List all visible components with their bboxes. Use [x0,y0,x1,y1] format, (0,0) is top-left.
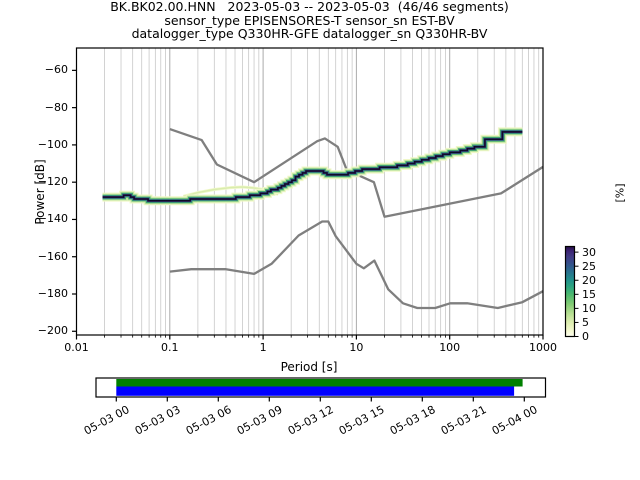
y-tick-label: −120 [37,175,68,189]
y-tick-label: −60 [44,63,68,77]
x-tick-label: 1000 [529,341,557,354]
y-tick-label: −80 [44,100,68,114]
y-tick-label: −180 [37,287,68,300]
noise-model-nhnm-line [169,128,544,218]
colorbar-tick-label: 25 [582,259,596,273]
x-tick-label: 10 [349,341,364,354]
y-tick-label: −140 [37,212,68,226]
ppsd-band-layer-5 [102,131,523,202]
plot-title-line3-datalogger: datalogger_type Q330HR-GFE datalogger_sn… [131,26,488,41]
x-tick-label: 1 [259,341,267,354]
colorbar-tick-label: 5 [582,315,589,329]
x-tick-label: 0.1 [161,341,179,354]
x-tick-label: 0.01 [64,341,89,354]
plot-title-line2-sensor: sensor_type EPISENSORES-T sensor_sn EST-… [164,12,455,28]
noise-model-nlnm-line [169,220,544,310]
colorbar-tick-label: 30 [582,245,596,259]
x-axis-label: Period [s] [280,360,338,374]
y-tick-label: −200 [37,324,68,338]
y-tick-label: −160 [37,249,68,263]
colorbar-frame [564,245,576,338]
coverage-data-bar-green [116,379,523,387]
colorbar-tick-label: 20 [582,273,596,287]
colorbar-tick-label: 15 [582,287,596,301]
x-tick-label: 100 [439,341,461,354]
colorbar-gradient [565,246,575,337]
plot-title-line1: BK.BK02.00.HNN 2023-05-03 -- 2023-05-03 … [110,0,509,14]
colorbar-tick-label: 0 [582,330,589,343]
colorbar-label: [%] [613,183,627,203]
axes-frame [75,47,544,336]
colorbar-tick-label: 10 [582,301,596,315]
y-tick-label: −100 [37,137,68,151]
coverage-used-bar-blue [116,386,515,396]
